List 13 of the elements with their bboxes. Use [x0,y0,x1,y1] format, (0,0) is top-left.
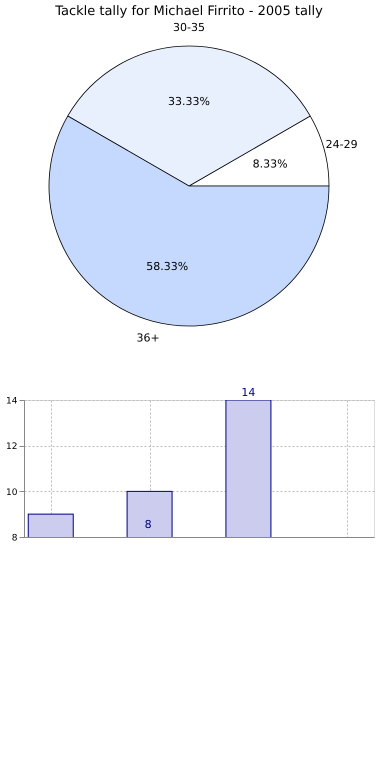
y-tick-label: 8 [12,534,18,544]
chart-title: Tackle tally for Michael Firrito - 2005 tally [54,4,324,19]
annotation: 8 [144,518,152,531]
slice-label: 24-29 [326,138,358,152]
slice-label: 30-35 [173,21,206,34]
data-label: 58.33% [146,260,188,274]
data-label: 14 [241,386,256,399]
y-tick-label: 10 [6,488,18,498]
y-tick-label: 14 [6,396,18,406]
y-tick-label: 12 [6,442,18,452]
data-label: 8.33% [252,157,288,170]
data-label: 33.33% [168,95,210,108]
slice-label: 36+ [136,332,160,345]
